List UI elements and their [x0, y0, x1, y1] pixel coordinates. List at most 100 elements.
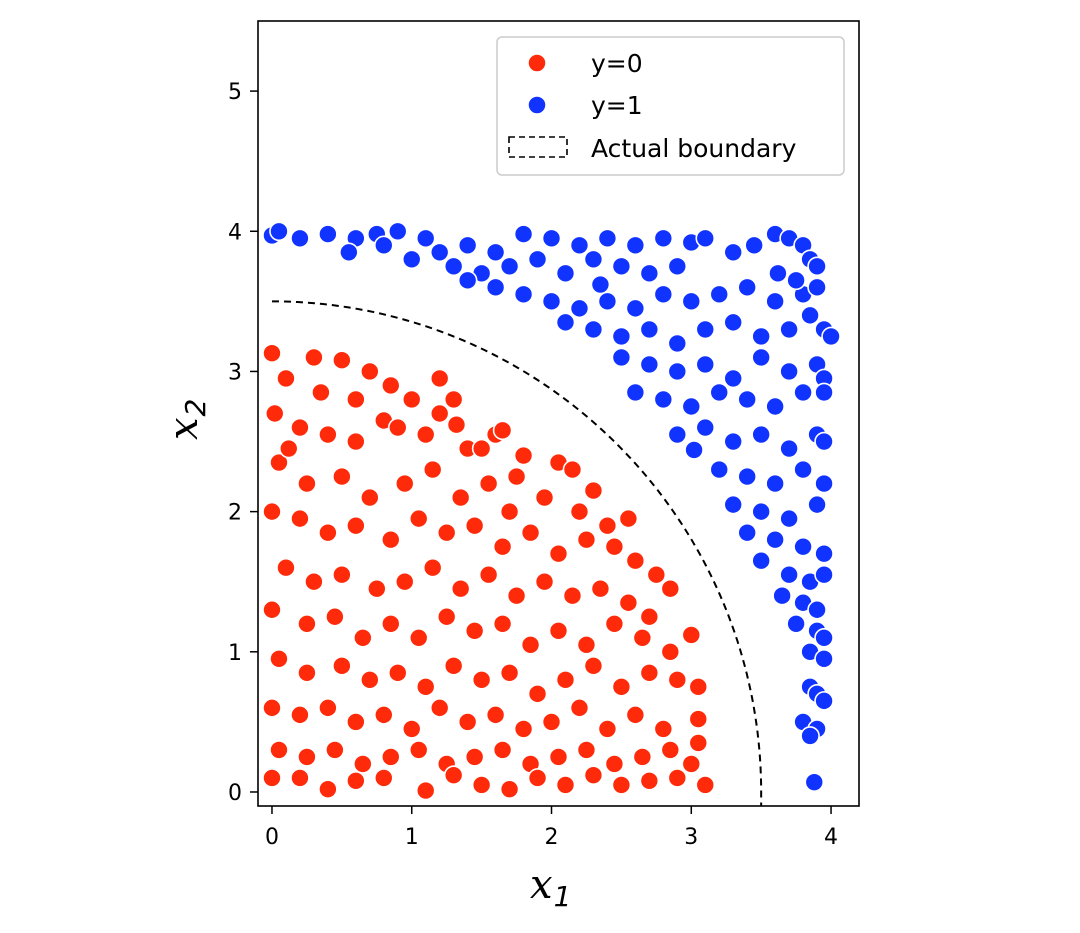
data-point — [290, 768, 310, 788]
data-point — [597, 291, 618, 312]
data-point — [667, 424, 688, 445]
data-point — [457, 235, 478, 256]
y-tick-label: 0 — [228, 781, 242, 806]
data-point — [513, 224, 534, 244]
data-point — [555, 312, 576, 333]
data-point — [751, 501, 771, 522]
data-point — [632, 747, 653, 767]
data-point — [471, 775, 492, 795]
data-point — [325, 740, 345, 760]
data-point — [506, 585, 527, 606]
data-point — [318, 224, 338, 244]
data-point — [325, 606, 345, 627]
data-point — [667, 768, 688, 788]
data-point — [527, 249, 548, 270]
data-point — [688, 677, 709, 697]
data-point — [583, 480, 604, 501]
data-point — [709, 284, 730, 305]
legend-label-boundary: Actual boundary — [591, 134, 797, 163]
legend-marker-y1 — [527, 95, 547, 115]
data-point — [353, 754, 373, 774]
data-point — [723, 242, 744, 263]
data-point — [464, 515, 485, 536]
data-point — [695, 354, 716, 375]
x-tick-label: 4 — [824, 825, 838, 850]
data-point — [709, 382, 730, 403]
data-point — [278, 438, 299, 459]
data-point — [492, 536, 513, 557]
data-point — [380, 529, 401, 550]
data-point — [653, 719, 674, 739]
data-point — [807, 494, 827, 515]
data-point — [744, 235, 764, 256]
data-point — [639, 663, 660, 683]
data-point — [604, 613, 625, 634]
y-axis-title: x2 — [161, 399, 212, 440]
data-point — [667, 333, 688, 354]
data-point — [429, 698, 450, 718]
data-point — [436, 606, 457, 627]
data-point — [695, 319, 716, 340]
series-y1 — [262, 221, 841, 792]
data-point — [290, 228, 310, 249]
data-point — [429, 403, 450, 424]
data-point — [804, 772, 825, 792]
x-tick-label: 3 — [684, 825, 698, 850]
data-point — [492, 613, 513, 634]
data-point — [520, 522, 541, 543]
data-point — [527, 684, 548, 704]
data-point — [276, 557, 296, 578]
data-point — [534, 571, 555, 592]
data-point — [380, 747, 401, 767]
data-point — [380, 613, 401, 634]
data-point — [779, 361, 799, 382]
data-point — [318, 779, 338, 799]
data-point — [569, 501, 590, 522]
data-point — [297, 663, 317, 683]
data-point — [814, 382, 834, 403]
data-point — [499, 663, 520, 683]
data-point — [737, 522, 757, 543]
legend-label-y0: y=0 — [591, 49, 643, 78]
data-point — [695, 228, 716, 249]
data-point — [583, 249, 604, 270]
data-point — [576, 529, 597, 550]
data-point — [737, 277, 757, 298]
data-point — [304, 347, 324, 368]
data-point — [793, 382, 813, 403]
data-point — [422, 557, 443, 578]
data-point — [262, 501, 282, 522]
data-point — [290, 417, 310, 438]
data-point — [667, 670, 688, 690]
data-point — [478, 564, 499, 585]
data-point — [555, 775, 576, 795]
y-tick-label: 4 — [228, 220, 242, 245]
data-point — [681, 291, 702, 312]
data-point — [387, 663, 408, 683]
data-point — [821, 326, 841, 347]
data-point — [548, 543, 569, 564]
data-point — [506, 466, 527, 487]
legend-label-y1: y=1 — [591, 91, 643, 120]
data-point — [737, 466, 757, 487]
series-y0 — [262, 343, 716, 801]
x-tick-label: 2 — [545, 825, 559, 850]
data-point — [408, 740, 429, 760]
data-point — [723, 494, 744, 515]
data-point — [346, 431, 366, 452]
data-point — [443, 656, 464, 676]
data-point — [401, 389, 422, 410]
x-axis-title: x1 — [530, 862, 571, 913]
data-point — [723, 312, 744, 333]
data-point — [478, 473, 499, 494]
data-point — [793, 536, 813, 557]
data-point — [786, 613, 806, 634]
data-point — [394, 571, 415, 592]
data-point — [318, 698, 338, 718]
data-point — [464, 620, 485, 641]
data-point — [415, 424, 436, 445]
data-point — [625, 705, 646, 725]
y-tick-label: 1 — [228, 641, 242, 666]
data-point — [339, 242, 359, 263]
data-point — [485, 242, 506, 263]
